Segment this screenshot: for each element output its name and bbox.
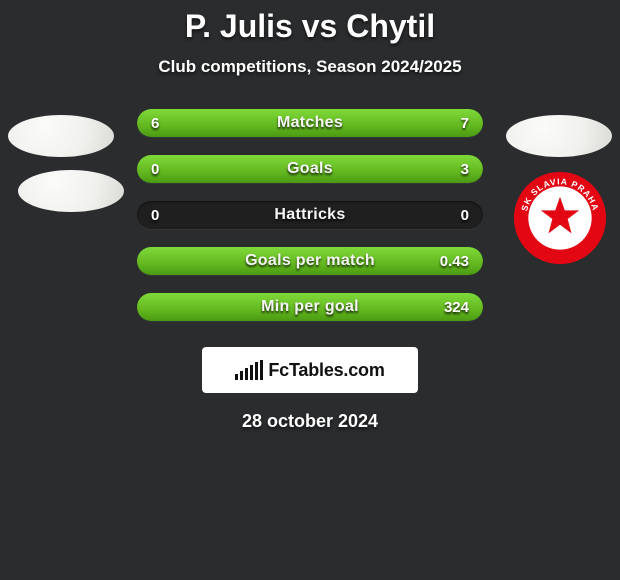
bars-icon: [235, 360, 263, 380]
stat-label: Goals per match: [137, 247, 483, 275]
stat-row: Hattricks0 0: [137, 201, 483, 229]
stat-label: Matches: [137, 109, 483, 137]
club-badge-slavia: SK SLAVIA PRAHA FOTBAL: [512, 170, 608, 266]
snapshot-date: 28 october 2024: [0, 411, 620, 432]
stat-value-left: 0: [151, 201, 159, 229]
stat-value-right: 3: [461, 155, 469, 183]
fctables-badge: FcTables.com: [202, 347, 418, 393]
stat-label: Goals: [137, 155, 483, 183]
stat-value-right: 324: [444, 293, 469, 321]
stat-row: Min per goal324: [137, 293, 483, 321]
stat-row: Matches6 7: [137, 109, 483, 137]
stat-value-right: 0: [461, 201, 469, 229]
fctables-label: FcTables.com: [268, 360, 384, 381]
stat-value-left: 0: [151, 155, 159, 183]
subtitle: Club competitions, Season 2024/2025: [0, 57, 620, 77]
stat-value-right: 7: [461, 109, 469, 137]
stat-row: Goals per match0.43: [137, 247, 483, 275]
stat-value-right: 0.43: [440, 247, 469, 275]
page-title: P. Julis vs Chytil: [0, 0, 620, 45]
stat-label: Hattricks: [137, 201, 483, 229]
player2-avatar-placeholder: [506, 115, 612, 157]
stat-row: Goals0 3: [137, 155, 483, 183]
player1-avatar-placeholder-b: [18, 170, 124, 212]
stat-label: Min per goal: [137, 293, 483, 321]
player1-avatar-placeholder-a: [8, 115, 114, 157]
stat-value-left: 6: [151, 109, 159, 137]
